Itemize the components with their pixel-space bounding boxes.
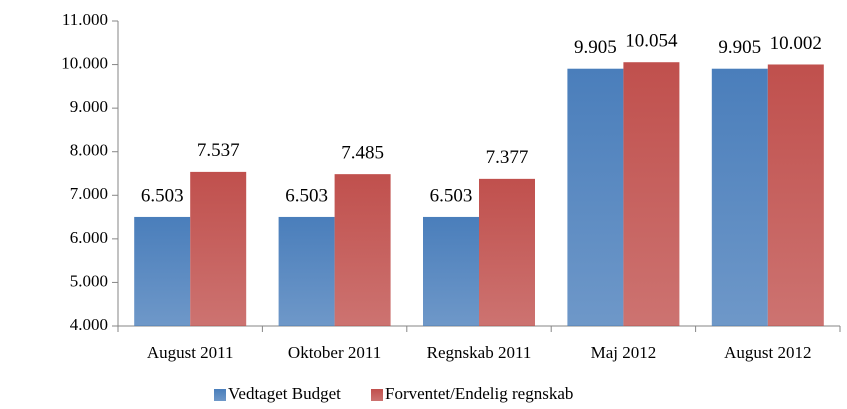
legend-swatch bbox=[214, 389, 226, 401]
y-tick-label: 4.000 bbox=[70, 315, 108, 334]
y-tick-label: 10.000 bbox=[61, 53, 108, 72]
bar bbox=[567, 68, 624, 326]
x-tick-label: Oktober 2011 bbox=[288, 343, 381, 362]
legend-label: Vedtaget Budget bbox=[228, 384, 341, 403]
x-tick-label: Maj 2012 bbox=[591, 343, 657, 362]
y-tick-label: 8.000 bbox=[70, 141, 108, 160]
y-tick-label: 7.000 bbox=[70, 184, 108, 203]
legend-label: Forventet/Endelig regnskab bbox=[385, 384, 573, 403]
value-label: 7.377 bbox=[486, 147, 529, 168]
bar bbox=[278, 216, 335, 326]
bar bbox=[190, 171, 247, 326]
y-tick-label: 5.000 bbox=[70, 271, 108, 290]
y-tick-label: 11.000 bbox=[62, 10, 108, 29]
value-label: 10.002 bbox=[770, 33, 822, 54]
legend-swatch bbox=[371, 389, 383, 401]
value-label: 6.503 bbox=[285, 185, 328, 206]
x-tick-label: Regnskab 2011 bbox=[427, 343, 532, 362]
bar bbox=[711, 68, 768, 326]
bar bbox=[134, 216, 191, 326]
y-tick-label: 6.000 bbox=[70, 228, 108, 247]
value-label: 7.537 bbox=[197, 140, 240, 161]
bar bbox=[334, 174, 391, 326]
x-tick-label: August 2011 bbox=[147, 343, 234, 362]
bar bbox=[767, 64, 824, 326]
bar bbox=[479, 178, 535, 326]
bar bbox=[623, 62, 680, 327]
y-tick-label: 9.000 bbox=[70, 97, 108, 116]
bar bbox=[423, 216, 479, 326]
value-label: 9.905 bbox=[574, 37, 617, 58]
value-label: 10.054 bbox=[625, 31, 678, 52]
value-label: 6.503 bbox=[430, 185, 473, 206]
value-label: 7.485 bbox=[341, 143, 384, 164]
value-label: 6.503 bbox=[141, 185, 184, 206]
value-label: 9.905 bbox=[718, 37, 761, 58]
x-tick-label: August 2012 bbox=[724, 343, 811, 362]
